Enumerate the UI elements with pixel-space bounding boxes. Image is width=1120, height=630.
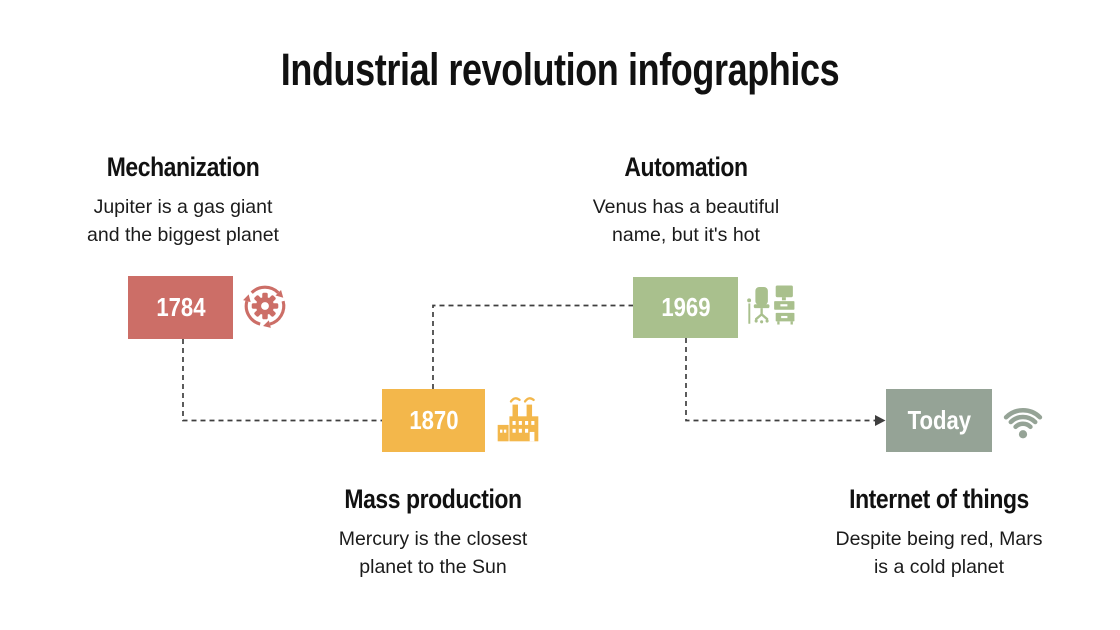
- connector-arrowhead-icon: [875, 415, 886, 426]
- office-desk-icon-graphic: [747, 285, 795, 325]
- milestone-description-line: Despite being red, Mars: [835, 528, 1043, 550]
- milestone-description-line: Jupiter is a gas giant: [93, 196, 273, 218]
- connector-1969-to-today: [685, 338, 875, 422]
- year-box-1784: 1784: [128, 276, 233, 339]
- factory-icon-graphic: [497, 397, 539, 442]
- page-title: Industrial revolution infographics: [280, 44, 840, 95]
- wifi-icon: [999, 396, 1047, 444]
- office-desk-icon: [746, 280, 796, 330]
- milestone-heading: Automation: [624, 152, 748, 182]
- year-label: 1784: [155, 292, 206, 322]
- year-box-1969: 1969: [633, 277, 738, 338]
- connector-1870-to-1969: [432, 304, 633, 389]
- milestone-heading: Internet of things: [849, 484, 1029, 514]
- year-box-1870: 1870: [382, 389, 485, 452]
- gear-cycle-icon-graphic: [243, 285, 286, 328]
- year-label: 1969: [660, 292, 711, 322]
- milestone-description-line: is a cold planet: [873, 556, 1005, 578]
- milestone-label-internet-of-things: Internet of things Despite being red, Ma…: [789, 484, 1089, 581]
- milestone-description-line: and the biggest planet: [87, 224, 279, 246]
- factory-icon: [493, 396, 543, 446]
- year-label: Today: [907, 405, 971, 435]
- connector-1784-to-1870: [182, 339, 382, 422]
- milestone-description-line: Venus has a beautiful: [592, 196, 780, 218]
- wifi-icon-graphic: [1003, 408, 1043, 439]
- milestone-label-mechanization: Mechanization Jupiter is a gas giant and…: [33, 152, 333, 249]
- milestone-heading: Mass production: [344, 484, 522, 514]
- gear-cycle-icon: [240, 281, 290, 331]
- milestone-label-automation: Automation Venus has a beautiful name, b…: [536, 152, 836, 249]
- year-label: 1870: [408, 405, 459, 435]
- milestone-description-line: planet to the Sun: [359, 556, 507, 578]
- milestone-description-line: Mercury is the closest: [338, 528, 528, 550]
- year-box-today: Today: [886, 389, 992, 452]
- milestone-label-mass-production: Mass production Mercury is the closest p…: [283, 484, 583, 581]
- milestone-heading: Mechanization: [106, 152, 260, 182]
- milestone-description-line: name, but it's hot: [612, 224, 760, 246]
